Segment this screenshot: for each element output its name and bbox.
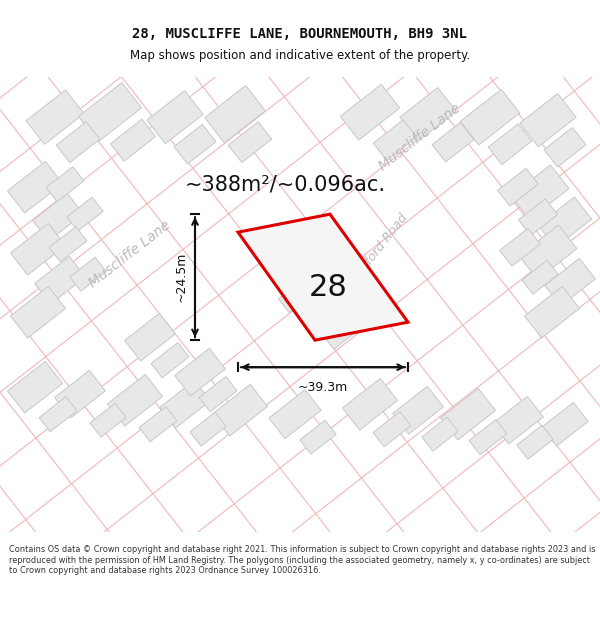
Polygon shape [269,390,321,439]
Polygon shape [517,425,553,459]
Polygon shape [340,84,400,140]
Polygon shape [110,119,155,161]
Polygon shape [79,82,142,142]
Polygon shape [392,386,443,434]
Polygon shape [139,407,177,442]
Text: 28, MUSCLIFFE LANE, BOURNEMOUTH, BH9 3NL: 28, MUSCLIFFE LANE, BOURNEMOUTH, BH9 3NL [133,28,467,41]
Polygon shape [49,227,87,262]
Polygon shape [542,402,588,446]
Polygon shape [70,258,106,291]
Polygon shape [440,388,496,440]
Polygon shape [518,199,557,236]
Polygon shape [10,223,65,275]
Polygon shape [35,256,85,304]
Polygon shape [26,90,84,144]
Polygon shape [519,225,577,279]
Text: ~39.3m: ~39.3m [298,381,348,394]
Text: Contains OS data © Crown copyright and database right 2021. This information is : Contains OS data © Crown copyright and d… [9,545,595,575]
Polygon shape [55,371,106,418]
Polygon shape [343,378,398,430]
Polygon shape [46,167,84,202]
Polygon shape [39,397,77,432]
Polygon shape [522,260,558,294]
Polygon shape [175,348,226,396]
Polygon shape [160,381,211,428]
Polygon shape [500,228,541,266]
Polygon shape [493,396,544,444]
Polygon shape [460,89,520,145]
Text: Muscliffe Lane: Muscliffe Lane [86,218,173,291]
Polygon shape [400,88,456,141]
Polygon shape [524,286,580,338]
Polygon shape [324,319,356,349]
Polygon shape [488,124,532,164]
Polygon shape [305,300,335,329]
Polygon shape [32,193,83,241]
Polygon shape [278,281,311,313]
Polygon shape [151,342,189,377]
Polygon shape [212,384,268,436]
Polygon shape [199,377,237,412]
Polygon shape [174,124,216,164]
Polygon shape [511,165,569,219]
Text: ~24.5m: ~24.5m [175,252,187,302]
Text: Wynford Road: Wynford Road [346,211,410,289]
Polygon shape [10,286,65,338]
Polygon shape [56,122,100,162]
Polygon shape [190,412,226,446]
Polygon shape [67,198,103,231]
Polygon shape [7,161,62,213]
Polygon shape [228,122,272,162]
Polygon shape [373,412,411,447]
Polygon shape [469,419,507,455]
Polygon shape [422,418,458,451]
Polygon shape [238,214,408,340]
Text: ~388m²/~0.096ac.: ~388m²/~0.096ac. [185,174,386,194]
Polygon shape [432,122,474,162]
Polygon shape [544,127,586,167]
Polygon shape [90,403,126,437]
Polygon shape [520,94,576,147]
Polygon shape [147,91,203,144]
Polygon shape [125,313,175,361]
Polygon shape [107,374,163,426]
Polygon shape [205,86,265,142]
Polygon shape [497,168,538,206]
Text: Muscliffe Lane: Muscliffe Lane [376,101,464,173]
Polygon shape [538,197,592,248]
Text: Map shows position and indicative extent of the property.: Map shows position and indicative extent… [130,49,470,61]
Polygon shape [545,258,595,306]
Polygon shape [300,420,336,454]
Text: 28: 28 [308,272,347,302]
Polygon shape [373,120,417,161]
Polygon shape [7,361,62,413]
